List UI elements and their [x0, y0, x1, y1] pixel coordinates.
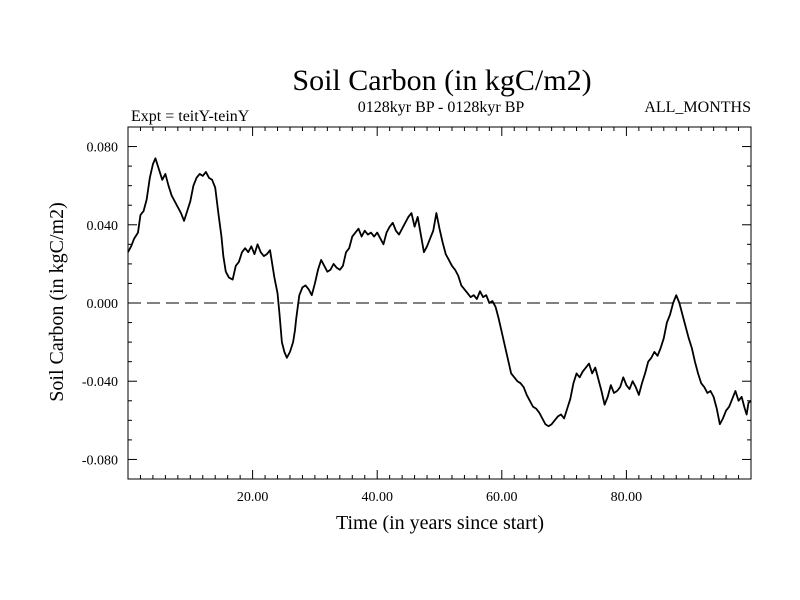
y-tick-label: 0.080 — [87, 141, 119, 156]
months-label: ALL_MONTHS — [644, 99, 751, 116]
x-tick-label: 20.00 — [237, 490, 269, 505]
y-axis-label: Soil Carbon (in kgC/m2) — [46, 202, 68, 401]
x-axis: 20.00 40.00 60.00 80.00 — [139, 127, 740, 505]
period-label: 0128kyr BP - 0128kyr BP — [358, 99, 525, 116]
x-tick-label: 40.00 — [361, 490, 393, 505]
x-tick-label: 80.00 — [611, 490, 643, 505]
soil-carbon-series-line — [127, 157, 752, 428]
chart-title: Soil Carbon (in kgC/m2) — [292, 64, 591, 97]
y-axis: 0.080 0.040 0.000 -0.040 -0.080 — [82, 141, 751, 468]
y-tick-label: 0.000 — [87, 297, 119, 312]
plot-area — [127, 126, 752, 480]
x-tick-label: 60.00 — [486, 490, 518, 505]
y-tick-label: -0.080 — [82, 453, 118, 468]
x-axis-label: Time (in years since start) — [336, 512, 544, 534]
experiment-label: Expt = teitY-teinY — [131, 108, 250, 125]
y-tick-label: -0.040 — [82, 375, 118, 390]
y-tick-label: 0.040 — [87, 219, 119, 234]
